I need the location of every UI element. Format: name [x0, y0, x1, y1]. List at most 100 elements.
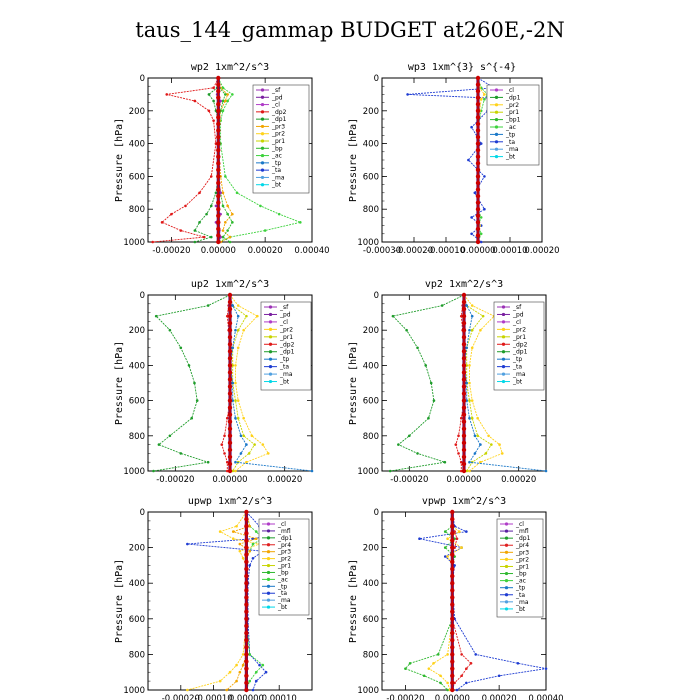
thick-series-point — [461, 363, 467, 368]
series-point — [247, 452, 251, 455]
legend-label: _bp — [515, 571, 527, 578]
legend-marker — [268, 357, 273, 361]
thick-series-point — [450, 595, 455, 600]
series-point — [236, 416, 240, 420]
legend-marker — [268, 365, 273, 369]
y-tick-label: 800 — [363, 432, 379, 442]
thick-series-point — [216, 187, 221, 192]
legend-label: _tp — [515, 585, 525, 592]
legend-label: _dp1 — [515, 535, 531, 542]
y-tick-label: 0 — [140, 508, 145, 518]
legend-label: _sf — [271, 87, 281, 94]
legend-label: _ac — [505, 124, 516, 131]
series-point — [218, 679, 222, 683]
series-point — [460, 546, 463, 549]
y-tick-label: 800 — [129, 205, 145, 215]
legend-box — [496, 518, 544, 618]
thick-series-point — [216, 233, 221, 238]
y-tick-label: 0 — [140, 74, 145, 84]
thick-series-point — [475, 134, 481, 140]
series-point — [470, 399, 474, 402]
x-tick-label: 0.00020 — [524, 246, 559, 256]
series-point — [436, 653, 440, 656]
legend-marker — [266, 522, 271, 526]
y-tick-label: 800 — [129, 432, 145, 442]
thick-series-point — [227, 349, 233, 354]
thick-series-point — [244, 516, 249, 522]
y-tick-label: 600 — [129, 615, 145, 625]
legend-marker — [260, 153, 265, 158]
legend-label: _tp — [271, 160, 281, 167]
thick-series-point — [475, 187, 481, 192]
thick-series-point — [216, 134, 221, 140]
series-point — [487, 434, 490, 438]
series-point — [470, 125, 473, 129]
thick-series-point — [461, 299, 467, 305]
legend-label: _pr2 — [515, 556, 529, 563]
thick-series-point — [227, 335, 233, 340]
series-point — [465, 346, 469, 350]
thick-series-point — [244, 559, 249, 565]
thick-series-point — [216, 213, 221, 218]
series-point — [206, 460, 210, 464]
thick-series-point — [244, 573, 249, 579]
series-point — [193, 99, 197, 103]
series-point — [234, 364, 237, 367]
y-tick-label: 400 — [129, 361, 145, 371]
x-tick-label: 0.00000 — [435, 694, 470, 700]
legend-marker — [260, 146, 265, 150]
series-point — [231, 537, 235, 540]
thick-series-point — [244, 687, 249, 693]
y-tick-label: 400 — [363, 579, 379, 589]
legend-marker — [260, 117, 265, 121]
y-tick-label: 400 — [363, 140, 379, 150]
series-point — [468, 469, 471, 473]
series-point — [179, 346, 183, 350]
series-point — [454, 443, 458, 446]
y-tick-label: 800 — [129, 650, 145, 660]
thick-series-point — [227, 320, 233, 326]
series-point — [234, 328, 237, 332]
thick-series-point — [450, 509, 455, 515]
legend-marker — [494, 155, 499, 159]
series-point — [168, 328, 172, 332]
series-point — [418, 537, 421, 540]
series-point — [168, 434, 172, 438]
series-point — [241, 653, 245, 656]
legend-label: _mfl — [277, 528, 291, 535]
series-point — [234, 469, 237, 473]
thick-series-point — [461, 391, 467, 396]
series-point — [432, 399, 436, 402]
legend-label: _tp — [279, 356, 289, 363]
thick-series-point — [216, 88, 221, 94]
series-point — [228, 235, 232, 239]
legend-marker — [494, 88, 499, 92]
legend-marker — [260, 124, 265, 129]
thick-series-point — [450, 559, 455, 565]
thick-series-point — [475, 82, 481, 87]
legend-label: _dp2 — [279, 341, 295, 348]
series-point — [236, 346, 240, 350]
legend-label: _dp2 — [271, 109, 287, 116]
legend-marker — [494, 132, 499, 136]
legend-label: _sf — [512, 304, 522, 311]
series-point — [214, 191, 218, 195]
series-point — [439, 681, 442, 685]
series-point — [221, 191, 225, 195]
y-tick-label: 600 — [129, 397, 145, 407]
legend-marker — [268, 350, 273, 354]
series-point — [467, 158, 470, 162]
panel-title: upwp 1xm^2/s^3 — [188, 496, 272, 507]
series-line — [153, 294, 231, 472]
series-point — [214, 204, 218, 208]
legend-marker — [494, 110, 499, 114]
thick-series-point — [461, 412, 467, 417]
thick-series-point — [244, 652, 249, 657]
series-point — [544, 667, 548, 670]
series-point — [225, 460, 229, 464]
legend-marker — [266, 536, 271, 540]
series-point — [235, 663, 238, 667]
series-point — [235, 679, 238, 683]
legend-label: _pr4 — [277, 542, 291, 549]
series-point — [251, 556, 255, 560]
